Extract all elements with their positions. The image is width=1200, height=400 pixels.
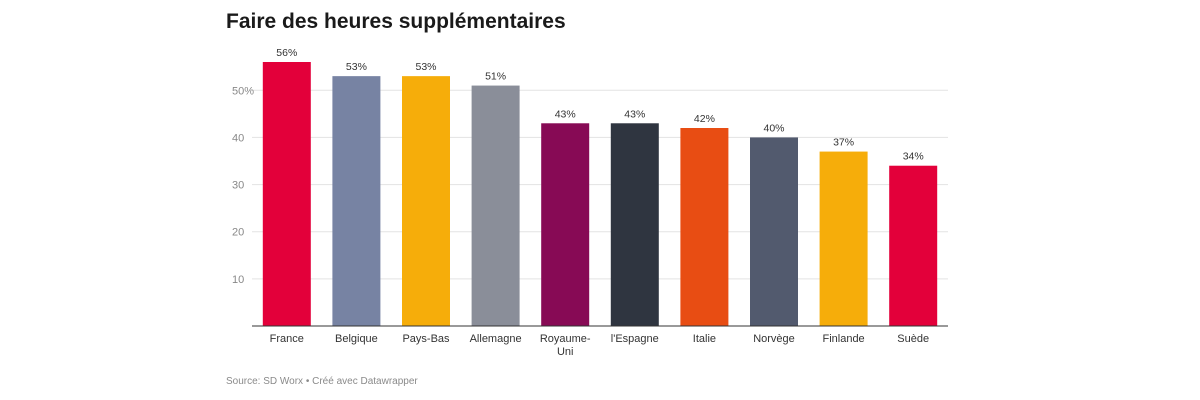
bar — [262, 62, 311, 326]
y-axis-ticks: 10 20 30 40 50% — [232, 85, 254, 286]
chart-title: Faire des heures supplémentaires — [226, 10, 566, 33]
category-label: Suède — [897, 333, 929, 345]
data-label: 42% — [694, 113, 715, 125]
bar — [889, 165, 938, 326]
data-label: 43% — [624, 108, 645, 120]
y-tick-label: 20 — [232, 227, 244, 239]
category-label: Pays-Bas — [402, 333, 450, 345]
y-tick-label: 10 — [232, 274, 244, 286]
bar — [680, 128, 729, 326]
data-label: 51% — [485, 71, 506, 83]
category-label: Belgique — [335, 333, 378, 345]
category-labels: France Belgique Pays-Bas Allemagne Royaume-U… — [270, 333, 929, 358]
bar — [541, 123, 590, 327]
bar — [610, 123, 659, 327]
data-label: 43% — [555, 108, 576, 120]
y-tick-label: 30 — [232, 180, 244, 192]
category-label: Italie — [693, 333, 716, 345]
category-label: Royaume-Uni — [540, 333, 591, 358]
category-label: l'Espagne — [611, 333, 659, 345]
bar — [402, 76, 450, 327]
bar — [819, 151, 868, 326]
bar — [471, 85, 520, 326]
y-tick-label: 40 — [232, 132, 244, 144]
data-label: 56% — [276, 47, 297, 59]
data-label: 53% — [346, 61, 367, 73]
bar — [750, 137, 798, 326]
category-label: Allemagne — [470, 333, 522, 345]
data-labels: 56% 53% 53% 51% 43% 43% 42% 40% 37% 34% — [276, 47, 923, 163]
category-label: Norvège — [753, 333, 795, 345]
y-tick-label: 50% — [232, 85, 254, 97]
source-note: Source: SD Worx • Créé avec Datawrapper — [226, 376, 418, 387]
category-label: Finlande — [822, 333, 864, 345]
data-label: 34% — [903, 151, 924, 163]
data-label: 53% — [415, 61, 436, 73]
category-label: France — [270, 333, 304, 345]
bar — [332, 76, 381, 327]
data-label: 37% — [833, 137, 854, 149]
bars — [262, 62, 938, 327]
data-label: 40% — [763, 122, 784, 134]
